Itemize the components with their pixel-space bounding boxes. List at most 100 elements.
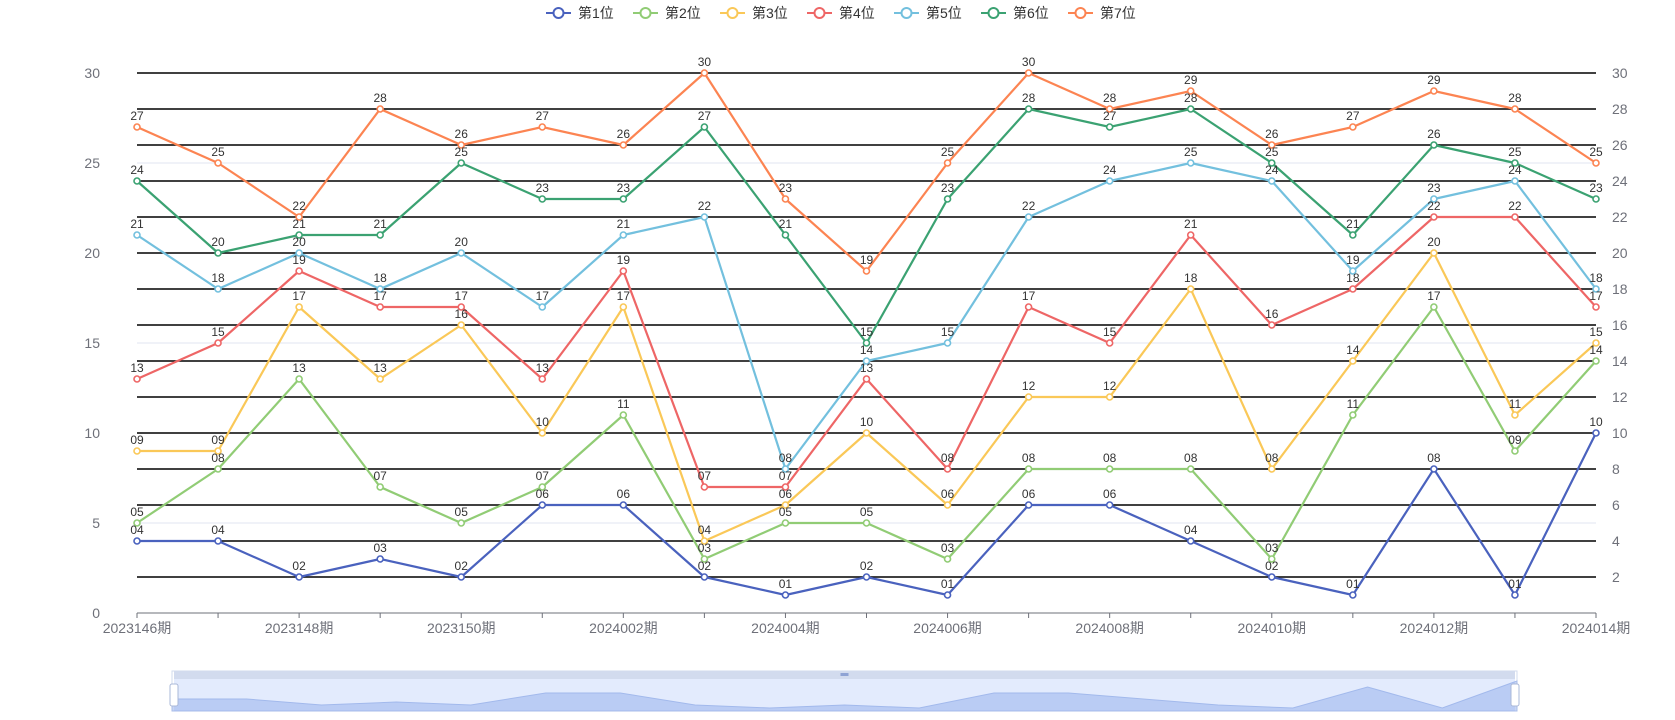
data-label: 18 bbox=[211, 271, 225, 285]
data-point bbox=[1349, 591, 1357, 599]
data-point bbox=[619, 267, 628, 275]
data-point bbox=[1592, 339, 1600, 347]
data-point bbox=[376, 375, 384, 383]
data-zoom-slider[interactable] bbox=[169, 670, 1520, 712]
data-point bbox=[1024, 69, 1033, 77]
legend-label: 第5位 bbox=[926, 5, 962, 21]
data-point bbox=[781, 483, 790, 491]
data-point bbox=[133, 447, 141, 455]
data-point bbox=[1511, 177, 1519, 185]
data-label: 30 bbox=[698, 55, 712, 69]
data-zoom-end-handle[interactable] bbox=[1510, 683, 1520, 707]
data-point bbox=[1430, 465, 1438, 473]
y-left-tick-label: 20 bbox=[84, 245, 100, 261]
legend-item-4[interactable]: 第4位 bbox=[807, 5, 875, 21]
data-label: 30 bbox=[1022, 55, 1036, 69]
legend-item-3[interactable]: 第3位 bbox=[720, 5, 788, 21]
y-right-tick-label: 6 bbox=[1612, 497, 1620, 513]
y-right-tick-label: 8 bbox=[1612, 461, 1620, 477]
data-label: 13 bbox=[292, 361, 306, 375]
x-tick-label: 2023150期 bbox=[427, 620, 496, 636]
data-point bbox=[1511, 591, 1519, 599]
data-point bbox=[619, 141, 628, 149]
x-tick-label: 2024012期 bbox=[1400, 620, 1469, 636]
data-label: 19 bbox=[860, 253, 874, 267]
data-point bbox=[457, 303, 466, 311]
y-right-tick-label: 26 bbox=[1612, 137, 1628, 153]
y-right-tick-label: 12 bbox=[1612, 389, 1628, 405]
legend-item-5[interactable]: 第5位 bbox=[894, 5, 962, 21]
data-point bbox=[1430, 303, 1438, 311]
data-point bbox=[1267, 573, 1276, 581]
data-label: 03 bbox=[1265, 541, 1279, 555]
legend-item-7[interactable]: 第7位 bbox=[1068, 5, 1136, 21]
data-label: 26 bbox=[455, 127, 469, 141]
data-point bbox=[700, 537, 709, 545]
data-label: 17 bbox=[536, 289, 550, 303]
data-label: 25 bbox=[941, 145, 955, 159]
data-label: 21 bbox=[292, 217, 306, 231]
y-right-tick-label: 10 bbox=[1612, 425, 1628, 441]
data-labels: 04 04 02 03 02 06 06 02 01 02 01 06 06 04 02 01 08 01 10 05… bbox=[130, 55, 1603, 591]
data-point bbox=[538, 375, 547, 383]
data-label: 05 bbox=[455, 505, 469, 519]
data-label: 21 bbox=[779, 217, 793, 231]
data-point bbox=[781, 519, 790, 527]
data-label: 24 bbox=[1508, 163, 1522, 177]
data-point bbox=[700, 483, 709, 491]
data-label: 03 bbox=[698, 541, 712, 555]
data-point bbox=[133, 537, 141, 545]
data-point bbox=[214, 465, 222, 473]
data-point bbox=[1105, 465, 1114, 473]
data-point bbox=[295, 375, 303, 383]
data-label: 13 bbox=[373, 361, 387, 375]
data-point bbox=[1592, 357, 1600, 365]
data-label: 17 bbox=[1589, 289, 1603, 303]
data-point bbox=[943, 555, 952, 563]
data-label: 16 bbox=[1265, 307, 1279, 321]
data-point bbox=[1349, 123, 1357, 131]
data-label: 17 bbox=[1022, 289, 1036, 303]
data-label: 25 bbox=[1589, 145, 1603, 159]
legend-marker-icon bbox=[726, 7, 739, 19]
data-point bbox=[133, 177, 141, 185]
data-label: 16 bbox=[455, 307, 469, 321]
data-point bbox=[295, 231, 303, 239]
data-label: 18 bbox=[373, 271, 387, 285]
data-point bbox=[781, 501, 790, 509]
legend-marker-icon bbox=[639, 7, 652, 19]
data-label: 17 bbox=[455, 289, 469, 303]
data-point bbox=[1349, 231, 1357, 239]
legend-item-6[interactable]: 第6位 bbox=[981, 5, 1049, 21]
data-label: 28 bbox=[1184, 91, 1198, 105]
data-label: 07 bbox=[536, 469, 550, 483]
y-right-tick-label: 22 bbox=[1612, 209, 1628, 225]
data-zoom-start-handle[interactable] bbox=[169, 683, 179, 707]
data-point bbox=[1430, 195, 1438, 203]
data-label: 24 bbox=[130, 163, 144, 177]
legend-item-2[interactable]: 第2位 bbox=[633, 5, 701, 21]
data-label: 25 bbox=[1508, 145, 1522, 159]
data-point bbox=[538, 483, 547, 491]
legend-label: 第4位 bbox=[839, 5, 875, 21]
x-tick-label: 2024010期 bbox=[1238, 620, 1307, 636]
y-right-tick-label: 2 bbox=[1612, 569, 1620, 585]
legend[interactable]: 第1位 第2位 第3位 第4位 第5位 第6位 第7位 bbox=[546, 5, 1136, 21]
data-point bbox=[214, 249, 222, 257]
data-point bbox=[1267, 141, 1276, 149]
data-point bbox=[1186, 465, 1195, 473]
data-label: 11 bbox=[617, 397, 630, 411]
data-point bbox=[295, 573, 303, 581]
data-label: 23 bbox=[1427, 181, 1441, 195]
data-point bbox=[619, 501, 628, 509]
data-label: 23 bbox=[617, 181, 631, 195]
data-label: 10 bbox=[536, 415, 550, 429]
data-point bbox=[781, 195, 790, 203]
data-point bbox=[538, 501, 547, 509]
data-label: 17 bbox=[1427, 289, 1441, 303]
data-label: 02 bbox=[292, 559, 306, 573]
data-label: 05 bbox=[779, 505, 793, 519]
data-point bbox=[1592, 429, 1600, 437]
legend-item-1[interactable]: 第1位 bbox=[546, 5, 614, 21]
